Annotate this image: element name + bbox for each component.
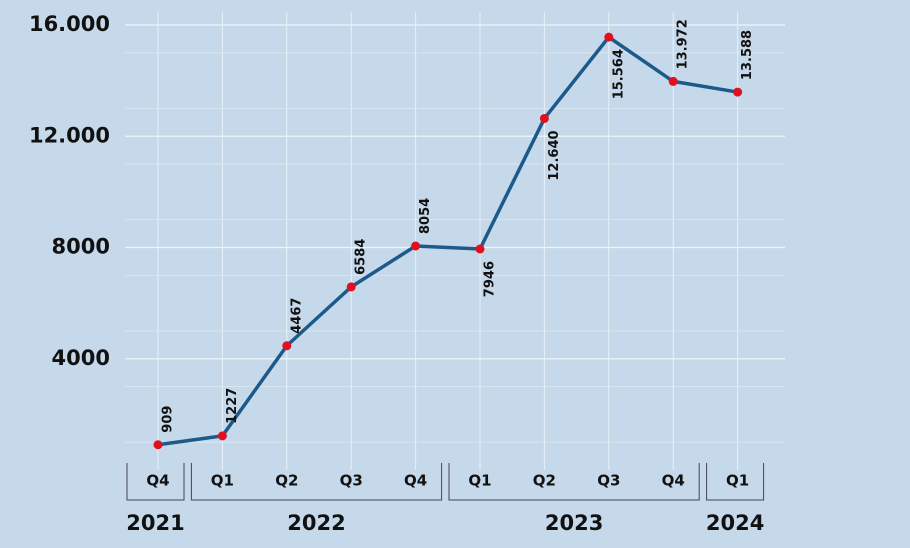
year-bracket bbox=[706, 463, 765, 501]
line bbox=[157, 35, 738, 447]
value-label: 13.588 bbox=[740, 30, 755, 80]
marker bbox=[668, 76, 678, 86]
marker bbox=[733, 87, 743, 97]
value-label: 13.972 bbox=[676, 19, 691, 69]
marker bbox=[153, 440, 163, 450]
value-label: 8054 bbox=[418, 198, 433, 234]
year-bracket bbox=[448, 463, 700, 501]
year-label: 2021 bbox=[126, 511, 184, 535]
marker bbox=[411, 241, 421, 251]
x-tick-label: Q1 bbox=[726, 472, 749, 490]
x-tick-label: Q1 bbox=[468, 472, 491, 490]
x-tick-label: Q4 bbox=[662, 472, 685, 490]
value-label: 4467 bbox=[289, 298, 304, 334]
x-tick-label: Q2 bbox=[533, 472, 556, 490]
year-bracket bbox=[126, 463, 185, 501]
y-tick-label: 4000 bbox=[52, 346, 110, 370]
x-tick-label: Q2 bbox=[275, 472, 298, 490]
value-label: 909 bbox=[161, 406, 176, 433]
value-label: 1227 bbox=[225, 388, 240, 424]
marker bbox=[604, 32, 614, 42]
year-label: 2022 bbox=[287, 511, 345, 535]
year-label: 2023 bbox=[545, 511, 603, 535]
year-bracket bbox=[190, 463, 443, 501]
y-tick-label: 8000 bbox=[52, 235, 110, 259]
value-label: 7946 bbox=[483, 261, 498, 297]
marker bbox=[282, 341, 292, 351]
value-label: 6584 bbox=[354, 239, 369, 275]
y-tick-label: 12.000 bbox=[29, 123, 110, 147]
y-tick-label: 16.000 bbox=[29, 12, 110, 36]
marker bbox=[217, 431, 227, 441]
x-tick-label: Q4 bbox=[404, 472, 427, 490]
value-label: 12.640 bbox=[547, 130, 562, 180]
x-tick-label: Q3 bbox=[597, 472, 620, 490]
x-tick-label: Q3 bbox=[340, 472, 363, 490]
x-tick-label: Q1 bbox=[211, 472, 234, 490]
marker bbox=[346, 282, 356, 292]
marker bbox=[539, 113, 549, 123]
marker bbox=[475, 244, 485, 254]
x-tick-label: Q4 bbox=[146, 472, 169, 490]
year-label: 2024 bbox=[706, 511, 764, 535]
value-label: 15.564 bbox=[611, 49, 626, 99]
